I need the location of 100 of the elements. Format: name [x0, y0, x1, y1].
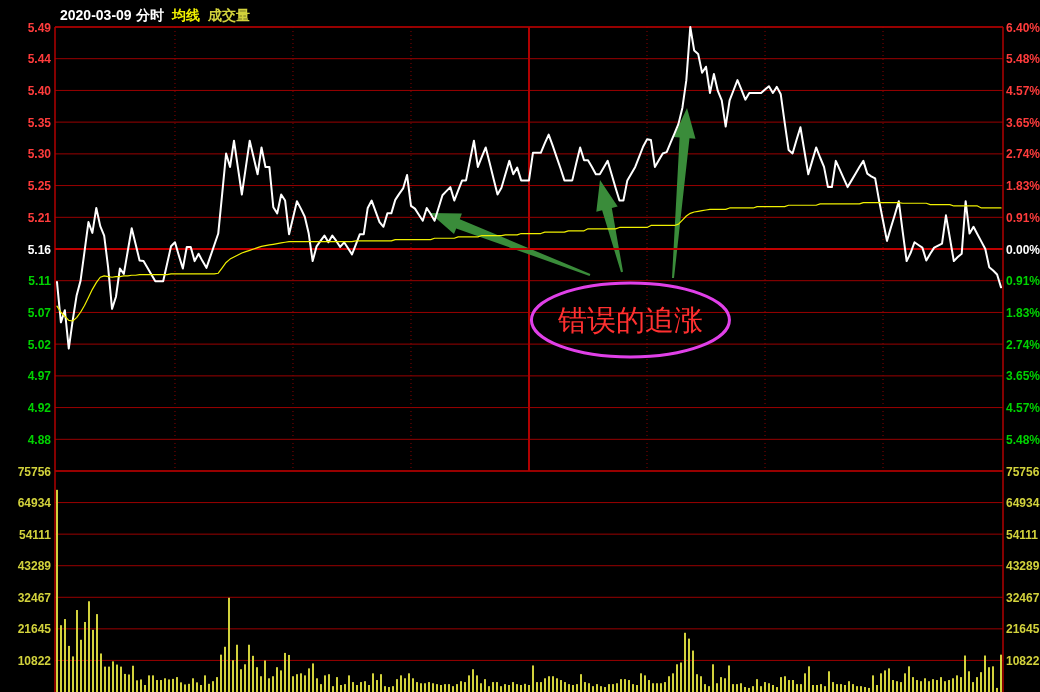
bar: [708, 686, 710, 692]
bar: [704, 684, 706, 692]
y-tick-label: 43289: [17, 559, 52, 574]
y-tick-label: 5.49: [27, 20, 52, 35]
bar: [696, 674, 698, 692]
bar: [196, 682, 198, 692]
bar: [200, 685, 202, 692]
bar: [108, 666, 110, 692]
bar: [192, 678, 194, 692]
bar: [424, 683, 426, 692]
bar: [92, 629, 94, 692]
y-tick-label: 5.07: [27, 305, 52, 320]
bar: [528, 685, 530, 692]
bar: [768, 683, 770, 692]
y2-tick-label: 0.00%: [1006, 242, 1040, 257]
bar: [400, 675, 402, 692]
bar: [504, 684, 506, 692]
bar: [76, 610, 78, 692]
bar: [500, 686, 502, 692]
bar: [144, 685, 146, 692]
bar: [792, 680, 794, 692]
bar: [344, 684, 346, 692]
bar: [940, 677, 942, 692]
bar: [628, 680, 630, 692]
bar: [216, 677, 218, 692]
y2-tick-label: 21645: [1006, 622, 1040, 637]
bar: [540, 682, 542, 692]
y2-tick-label: 0.91%: [1006, 210, 1040, 225]
bar: [188, 683, 190, 692]
bar: [912, 677, 914, 692]
bar: [684, 632, 686, 692]
bar: [672, 673, 674, 692]
bar: [840, 684, 842, 692]
bar: [220, 654, 222, 692]
bar: [372, 673, 374, 692]
bar: [152, 675, 154, 692]
bar: [836, 684, 838, 692]
bar: [608, 684, 610, 692]
bar: [612, 684, 614, 692]
bar: [176, 677, 178, 692]
bar: [544, 678, 546, 692]
bar: [972, 682, 974, 692]
bar: [492, 682, 494, 692]
bar: [404, 678, 406, 692]
bar: [316, 678, 318, 692]
bar: [120, 666, 122, 692]
bar: [736, 684, 738, 692]
bar: [872, 675, 874, 692]
bar: [132, 665, 134, 692]
bar: [596, 684, 598, 692]
bar: [356, 685, 358, 692]
bar: [668, 676, 670, 692]
bar: [332, 686, 334, 692]
y2-tick-label: 1.83%: [1006, 179, 1040, 194]
bar: [228, 597, 230, 692]
bar: [976, 677, 978, 692]
bar: [616, 683, 618, 692]
bar: [384, 686, 386, 692]
bar: [832, 682, 834, 692]
y2-tick-label: 5.48%: [1006, 52, 1040, 67]
bar: [560, 680, 562, 692]
bar: [124, 673, 126, 692]
y2-tick-label: 5.48%: [1006, 432, 1040, 447]
bar: [564, 682, 566, 692]
y2-tick-label: 75756: [1006, 464, 1040, 479]
bar: [104, 666, 106, 692]
bar: [264, 660, 266, 692]
y2-tick-label: 10822: [1006, 653, 1040, 668]
bar: [300, 673, 302, 692]
bar: [688, 638, 690, 692]
bar: [852, 684, 854, 692]
bar: [252, 655, 254, 692]
y2-tick-label: 43289: [1006, 559, 1040, 574]
bar: [480, 683, 482, 692]
bar: [824, 686, 826, 692]
y2-tick-label: 32467: [1006, 590, 1040, 605]
y-tick-label: 5.40: [27, 83, 52, 98]
bar: [168, 679, 170, 692]
bar: [800, 684, 802, 692]
bar: [336, 677, 338, 692]
bar: [944, 681, 946, 692]
bar: [928, 681, 930, 692]
bar: [512, 682, 514, 692]
bar: [936, 680, 938, 692]
bar: [96, 614, 98, 692]
bar: [880, 673, 882, 692]
bar: [368, 685, 370, 692]
y-tick-label: 5.25: [27, 179, 52, 194]
bar: [456, 684, 458, 692]
y2-tick-label: 54111: [1006, 527, 1039, 542]
bar: [664, 682, 666, 692]
bar: [584, 682, 586, 692]
bar: [412, 678, 414, 692]
bar: [772, 685, 774, 692]
bar: [472, 669, 474, 692]
bar: [388, 687, 390, 692]
bar: [240, 669, 242, 692]
bar: [148, 675, 150, 692]
bar: [724, 678, 726, 692]
bar: [392, 686, 394, 692]
